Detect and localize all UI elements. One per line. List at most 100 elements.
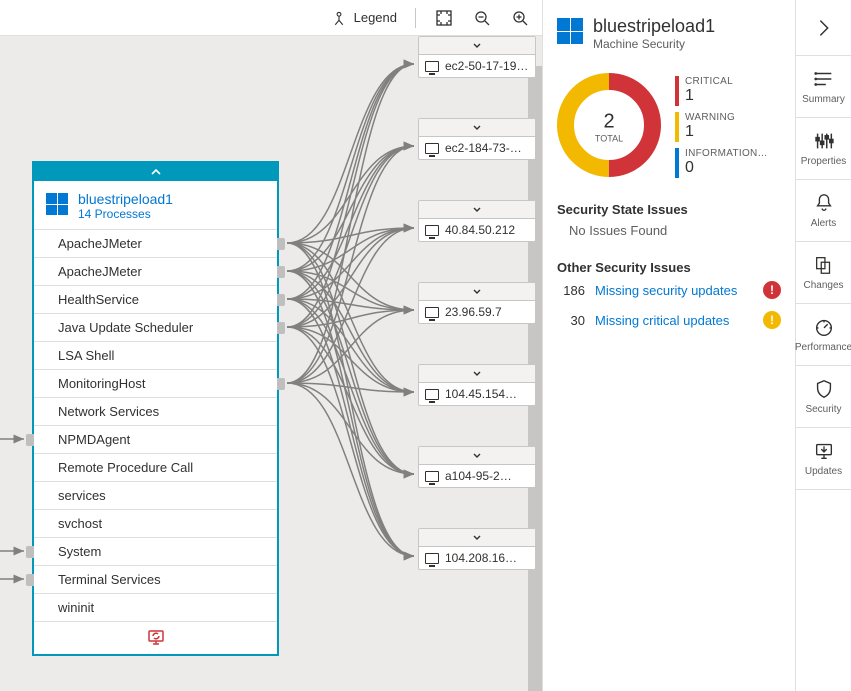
chevron-up-icon xyxy=(150,167,162,177)
rail-tab-summary[interactable]: Summary xyxy=(796,56,851,118)
process-item[interactable]: wininit xyxy=(34,593,277,621)
process-item[interactable]: ApacheJMeter xyxy=(34,229,277,257)
legend-button[interactable]: Legend xyxy=(330,9,397,27)
target-label: 104.208.16… xyxy=(445,551,517,565)
process-item[interactable]: ApacheJMeter xyxy=(34,257,277,285)
chevron-down-icon xyxy=(472,452,482,460)
target-node[interactable]: 40.84.50.212 xyxy=(418,200,536,242)
process-item[interactable]: services xyxy=(34,481,277,509)
rail-expand-button[interactable] xyxy=(796,0,851,56)
rail-label: Changes xyxy=(803,280,843,291)
map-canvas[interactable]: bluestripeload1 14 Processes ApacheJMete… xyxy=(0,36,542,691)
target-node[interactable]: ec2-184-73-… xyxy=(418,118,536,160)
machine-title: bluestripeload1 xyxy=(78,191,173,207)
process-item[interactable]: NPMDAgent xyxy=(34,425,277,453)
process-item[interactable]: Java Update Scheduler xyxy=(34,313,277,341)
shield-icon xyxy=(813,378,835,400)
target-body: 40.84.50.212 xyxy=(419,219,535,241)
fit-button[interactable] xyxy=(434,8,454,28)
target-expand-button[interactable] xyxy=(419,447,535,465)
process-item[interactable]: System xyxy=(34,537,277,565)
target-expand-button[interactable] xyxy=(419,283,535,301)
legend-value: 1 xyxy=(685,123,735,141)
rail-label: Properties xyxy=(801,156,847,167)
output-port xyxy=(277,322,285,334)
process-item[interactable]: svchost xyxy=(34,509,277,537)
target-label: 23.96.59.7 xyxy=(445,305,502,319)
target-body: a104-95-2… xyxy=(419,465,535,487)
process-item[interactable]: MonitoringHost xyxy=(34,369,277,397)
machine-footer xyxy=(34,621,277,654)
process-item[interactable]: HealthService xyxy=(34,285,277,313)
target-body: ec2-50-17-19… xyxy=(419,55,535,77)
zoom-out-button[interactable] xyxy=(472,8,492,28)
zoom-in-button[interactable] xyxy=(510,8,530,28)
input-port xyxy=(26,574,34,586)
target-label: 104.45.154… xyxy=(445,387,517,401)
machine-header: bluestripeload1 14 Processes xyxy=(34,181,277,229)
rail-tab-alerts[interactable]: Alerts xyxy=(796,180,851,242)
issue-count: 30 xyxy=(557,313,585,328)
side-rail: Summary Properties Alerts Changes Performanc… xyxy=(795,0,851,691)
monitor-icon xyxy=(425,61,439,72)
target-node[interactable]: a104-95-2… xyxy=(418,446,536,488)
donut-total-label: TOTAL xyxy=(595,133,623,143)
process-item[interactable]: LSA Shell xyxy=(34,341,277,369)
rail-tab-performance[interactable]: Performance xyxy=(796,304,851,366)
updates-icon xyxy=(813,440,835,462)
issue-row: 30Missing critical updates! xyxy=(557,305,781,335)
rail-tab-security[interactable]: Security xyxy=(796,366,851,428)
rail-tab-updates[interactable]: Updates xyxy=(796,428,851,490)
issue-link[interactable]: Missing security updates xyxy=(595,283,753,298)
target-expand-button[interactable] xyxy=(419,119,535,137)
target-label: 40.84.50.212 xyxy=(445,223,515,237)
rail-label: Security xyxy=(805,404,841,415)
chevron-down-icon xyxy=(472,370,482,378)
toolbar-divider xyxy=(415,8,416,28)
monitor-icon xyxy=(425,225,439,236)
rail-tab-properties[interactable]: Properties xyxy=(796,118,851,180)
target-label: ec2-50-17-19… xyxy=(445,59,528,73)
legend-item: CRITICAL1 xyxy=(675,76,768,106)
target-node[interactable]: ec2-50-17-19… xyxy=(418,36,536,78)
target-node[interactable]: 104.45.154… xyxy=(418,364,536,406)
target-body: ec2-184-73-… xyxy=(419,137,535,159)
chevron-down-icon xyxy=(472,124,482,132)
target-node[interactable]: 23.96.59.7 xyxy=(418,282,536,324)
details-title: bluestripeload1 xyxy=(593,16,715,37)
process-item[interactable]: Remote Procedure Call xyxy=(34,453,277,481)
issue-link[interactable]: Missing critical updates xyxy=(595,313,753,328)
donut-center: 2 TOTAL xyxy=(595,110,623,143)
monitor-icon xyxy=(425,389,439,400)
zoom-in-icon xyxy=(512,10,528,26)
bell-icon xyxy=(813,192,835,214)
target-expand-button[interactable] xyxy=(419,37,535,55)
target-node[interactable]: 104.208.16… xyxy=(418,528,536,570)
issue-count: 186 xyxy=(557,283,585,298)
donut-section: 2 TOTAL CRITICAL1WARNING1INFORMATION…0 xyxy=(557,73,781,180)
refresh-icon[interactable] xyxy=(147,630,165,646)
chevron-down-icon xyxy=(472,534,482,542)
changes-icon xyxy=(813,254,835,276)
input-port xyxy=(26,434,34,446)
donut-total-value: 2 xyxy=(595,110,623,133)
chevron-down-icon xyxy=(472,288,482,296)
chevron-down-icon xyxy=(472,206,482,214)
legend-item: WARNING1 xyxy=(675,112,768,142)
windows-icon xyxy=(46,193,68,215)
target-expand-button[interactable] xyxy=(419,201,535,219)
target-expand-button[interactable] xyxy=(419,365,535,383)
target-expand-button[interactable] xyxy=(419,529,535,547)
machine-node[interactable]: bluestripeload1 14 Processes ApacheJMete… xyxy=(32,161,279,656)
output-port xyxy=(277,378,285,390)
fit-icon xyxy=(436,10,452,26)
other-issues-heading: Other Security Issues xyxy=(557,260,781,275)
rail-tab-changes[interactable]: Changes xyxy=(796,242,851,304)
props-icon xyxy=(813,130,835,152)
collapse-button[interactable] xyxy=(34,163,277,181)
process-item[interactable]: Terminal Services xyxy=(34,565,277,593)
legend-label: Legend xyxy=(354,10,397,25)
process-item[interactable]: Network Services xyxy=(34,397,277,425)
legend-category: WARNING xyxy=(685,112,735,123)
target-label: ec2-184-73-… xyxy=(445,141,522,155)
